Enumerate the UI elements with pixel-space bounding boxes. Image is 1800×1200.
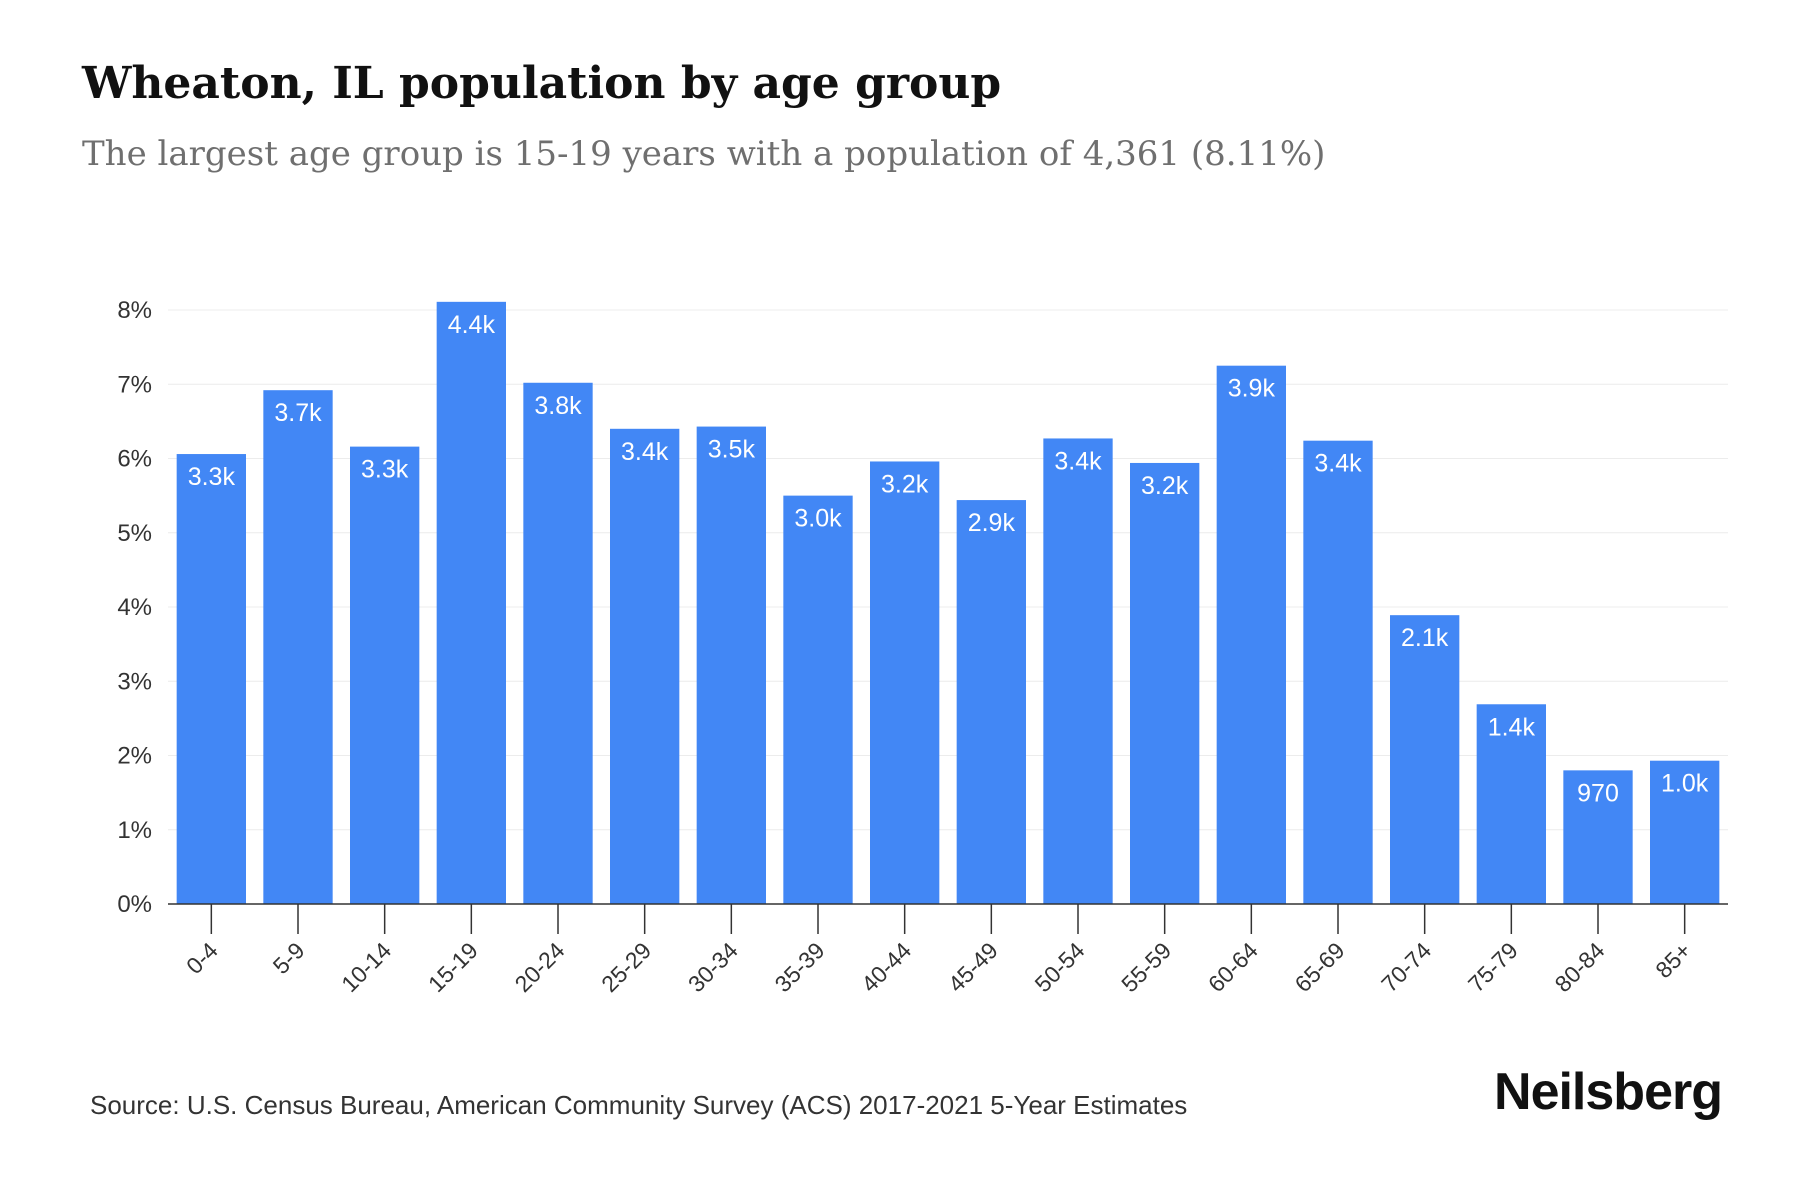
bar-value-label: 1.0k bbox=[1661, 770, 1709, 798]
y-tick-label: 4% bbox=[117, 594, 152, 621]
x-tick-label: 5-9 bbox=[268, 937, 310, 979]
x-tick-label: 80-84 bbox=[1550, 937, 1610, 997]
bar bbox=[696, 426, 766, 904]
bar-value-label: 3.4k bbox=[621, 438, 669, 466]
y-tick-label: 7% bbox=[117, 371, 152, 398]
bar-value-label: 4.4k bbox=[448, 311, 496, 339]
bar-value-label: 3.8k bbox=[534, 392, 582, 420]
x-tick-label: 85+ bbox=[1650, 937, 1696, 983]
bar bbox=[1216, 365, 1286, 904]
x-tick-label: 65-69 bbox=[1290, 937, 1350, 997]
bar-value-label: 3.0k bbox=[794, 505, 842, 533]
y-tick-label: 3% bbox=[117, 668, 152, 695]
bar-value-label: 3.2k bbox=[881, 470, 929, 498]
bar-value-label: 1.4k bbox=[1488, 713, 1536, 741]
bar bbox=[350, 446, 420, 904]
bar-value-label: 2.1k bbox=[1401, 624, 1449, 652]
y-axis: 0% 1% 2% 3% 4% 5% 6% 7% 8% bbox=[117, 297, 152, 918]
y-tick-label: 5% bbox=[117, 520, 152, 547]
x-tick-label: 75-79 bbox=[1463, 937, 1523, 997]
x-axis: 0-4 5-9 10-14 15-19 20-24 25-29 30-34 35-39 40-4… bbox=[168, 903, 1728, 997]
bar-value-label: 2.9k bbox=[968, 509, 1016, 537]
bar-value-label: 3.5k bbox=[708, 436, 756, 464]
neilsberg-logo: Neilsberg bbox=[1494, 1063, 1723, 1121]
bar bbox=[870, 461, 940, 904]
y-tick-label: 2% bbox=[117, 743, 152, 770]
bar-value-label: 3.3k bbox=[361, 456, 409, 484]
bar-value-label: 970 bbox=[1577, 779, 1619, 807]
bar bbox=[523, 382, 593, 904]
y-tick-label: 8% bbox=[117, 297, 152, 324]
x-tick-label: 70-74 bbox=[1376, 937, 1436, 997]
chart-subtitle: The largest age group is 15-19 years wit… bbox=[82, 134, 1326, 174]
x-tick-label: 35-39 bbox=[770, 937, 830, 997]
x-tick-label: 15-19 bbox=[423, 937, 483, 997]
x-tick-label: 30-34 bbox=[683, 937, 743, 997]
x-tick-label: 0-4 bbox=[181, 937, 223, 979]
x-tick-label: 50-54 bbox=[1030, 937, 1090, 997]
bar-value-label: 3.2k bbox=[1141, 472, 1189, 500]
bar bbox=[436, 301, 506, 904]
bar bbox=[176, 454, 246, 904]
x-tick-label: 45-49 bbox=[943, 937, 1003, 997]
bar bbox=[956, 500, 1026, 904]
bar bbox=[1390, 615, 1460, 904]
bar-value-label: 3.3k bbox=[188, 463, 236, 491]
bar-labels: 3.3k 3.7k 3.3k 4.4k 3.8k 3.4k 3.5k 3.0k 3.2k 2.9k… bbox=[188, 311, 1709, 808]
bar-value-label: 3.9k bbox=[1228, 375, 1276, 403]
y-tick-label: 0% bbox=[117, 891, 152, 918]
gridlines bbox=[168, 309, 1728, 831]
y-tick-label: 1% bbox=[117, 817, 152, 844]
bar-value-label: 3.7k bbox=[274, 399, 322, 427]
bar bbox=[263, 390, 333, 904]
x-tick-label: 10-14 bbox=[336, 937, 396, 997]
bar-value-label: 3.4k bbox=[1054, 447, 1102, 475]
bar-value-label: 3.4k bbox=[1314, 450, 1362, 478]
y-tick-label: 6% bbox=[117, 446, 152, 473]
bar bbox=[1130, 462, 1200, 904]
bar bbox=[610, 428, 680, 904]
bar bbox=[1650, 760, 1720, 904]
x-tick-label: 55-59 bbox=[1116, 937, 1176, 997]
bar bbox=[783, 495, 853, 904]
x-tick-label: 60-64 bbox=[1203, 937, 1263, 997]
bar bbox=[1303, 440, 1373, 904]
x-tick-label: 20-24 bbox=[510, 937, 570, 997]
x-tick-label: 25-29 bbox=[596, 937, 656, 997]
bar bbox=[1476, 704, 1546, 904]
x-tick-label: 40-44 bbox=[856, 937, 916, 997]
bar bbox=[1563, 770, 1633, 904]
bar bbox=[1043, 438, 1113, 904]
chart-title: Wheaton, IL population by age group bbox=[82, 58, 1002, 109]
source-note: Source: U.S. Census Bureau, American Com… bbox=[90, 1090, 1188, 1120]
bars bbox=[176, 301, 1720, 904]
